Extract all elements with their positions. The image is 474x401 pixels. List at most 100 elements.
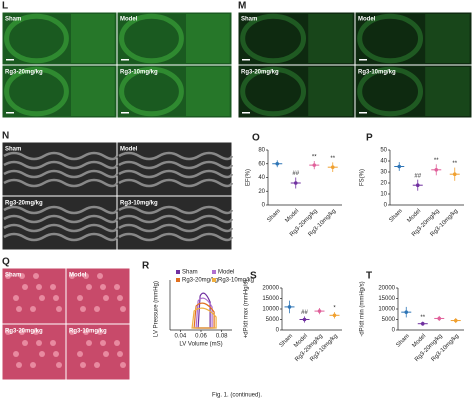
zoom-view [71, 14, 115, 63]
tissue-spot [56, 362, 62, 368]
tissue-spot [19, 273, 25, 279]
image-label: Rg3-20mg/kg [5, 201, 43, 207]
image-cell [117, 196, 232, 250]
echo-trace [118, 223, 234, 233]
dot [317, 309, 322, 313]
x-tick-label: 0.04 [174, 334, 186, 340]
scale-bar [121, 59, 129, 61]
y-tick-label: 5000 [382, 317, 396, 323]
tissue-spot [97, 329, 103, 335]
image-label: Sham [5, 273, 21, 279]
y-axis-label: EF(%) [246, 169, 252, 186]
tissue-spot [77, 351, 83, 357]
significance: * [333, 306, 336, 312]
pv-loop [195, 297, 213, 329]
y-tick-label: 10 [380, 192, 387, 198]
echo-trace [118, 160, 234, 170]
dot [287, 305, 292, 309]
significance: ** [330, 156, 335, 162]
tissue-spot [39, 351, 45, 357]
tissue-spot [94, 362, 100, 368]
x-tick-label: Sham [266, 208, 281, 223]
image-cell [117, 142, 232, 196]
image-label: Model [120, 147, 138, 153]
dot [332, 313, 337, 318]
image-label: Rg3-20mg/kg [5, 70, 43, 76]
tissue-spot [94, 306, 100, 312]
tissue-spot [30, 306, 36, 312]
tissue-spot [53, 351, 59, 357]
y-axis-label: -dP/dt min (mmHg/s) [360, 281, 366, 336]
echo-trace [118, 232, 234, 242]
tissue-spot [36, 284, 42, 290]
panel-letter: O [252, 133, 260, 144]
y-tick-label: 10000 [262, 307, 279, 313]
panel-letter: R [142, 261, 150, 272]
pv-loop [197, 292, 211, 329]
significance: ** [420, 315, 425, 321]
zoom-view [425, 14, 470, 63]
scale-bar [121, 112, 129, 114]
y-tick-label: 30 [380, 170, 387, 176]
y-axis-label: FS(%) [360, 169, 366, 186]
image-cell [2, 142, 117, 196]
image-label: Model [120, 17, 138, 23]
tissue-spot [69, 273, 75, 279]
tissue-spot [33, 273, 39, 279]
y-tick-label: 0 [392, 328, 396, 334]
zoom-view [71, 67, 115, 116]
tissue [357, 66, 424, 117]
zoom-view [186, 67, 230, 116]
tissue-spot [83, 329, 89, 335]
legend-label: Sham [182, 270, 198, 276]
image-cell [2, 196, 117, 250]
x-tick-label: 0.08 [216, 334, 228, 340]
dot [312, 163, 317, 167]
zoom-view [308, 14, 353, 63]
y-axis-label: LV Pressure (mmHg) [154, 281, 160, 337]
scale-bar [242, 112, 250, 114]
tissue [240, 66, 307, 117]
panel-letter: T [366, 271, 372, 282]
y-tick-label: 40 [380, 159, 387, 165]
scale-bar [359, 112, 367, 114]
tissue-spot [30, 362, 36, 368]
tissue [4, 66, 69, 117]
legend-label: Rg3-10mg/kg [218, 278, 254, 284]
tissue-spot [50, 284, 56, 290]
tissue-spot [83, 273, 89, 279]
significance: ** [434, 158, 439, 164]
echo-trace [118, 151, 234, 161]
tissue-spot [97, 273, 103, 279]
y-tick-label: 15000 [262, 296, 279, 302]
y-tick-label: 0 [276, 328, 280, 334]
tissue-spot [117, 351, 123, 357]
tissue-spot [36, 340, 42, 346]
dot [415, 183, 420, 187]
tissue-spot [50, 340, 56, 346]
dot [453, 318, 458, 323]
tissue-spot [53, 295, 59, 301]
significance: ** [312, 155, 317, 161]
scale-bar [6, 112, 14, 114]
panel-letter: S [250, 271, 257, 282]
tissue [119, 13, 184, 64]
y-tick-label: 20 [258, 189, 265, 195]
echo-trace [3, 223, 119, 233]
tissue [4, 13, 69, 64]
y-tick-label: 10000 [378, 307, 395, 313]
legend-label: Model [218, 270, 234, 276]
image-label: Rg3-20mg/kg [241, 70, 279, 76]
significance: ## [292, 171, 299, 177]
y-tick-label: 5000 [266, 317, 280, 323]
pv-loop [191, 307, 217, 329]
dot [275, 161, 280, 166]
tissue-spot [16, 306, 22, 312]
tissue-spot [114, 284, 120, 290]
legend-swatch [176, 270, 180, 274]
tissue-spot [33, 329, 39, 335]
echo-trace [118, 205, 234, 215]
scale-bar [6, 59, 14, 61]
zoom-view [186, 14, 230, 63]
tissue-spot [80, 362, 86, 368]
